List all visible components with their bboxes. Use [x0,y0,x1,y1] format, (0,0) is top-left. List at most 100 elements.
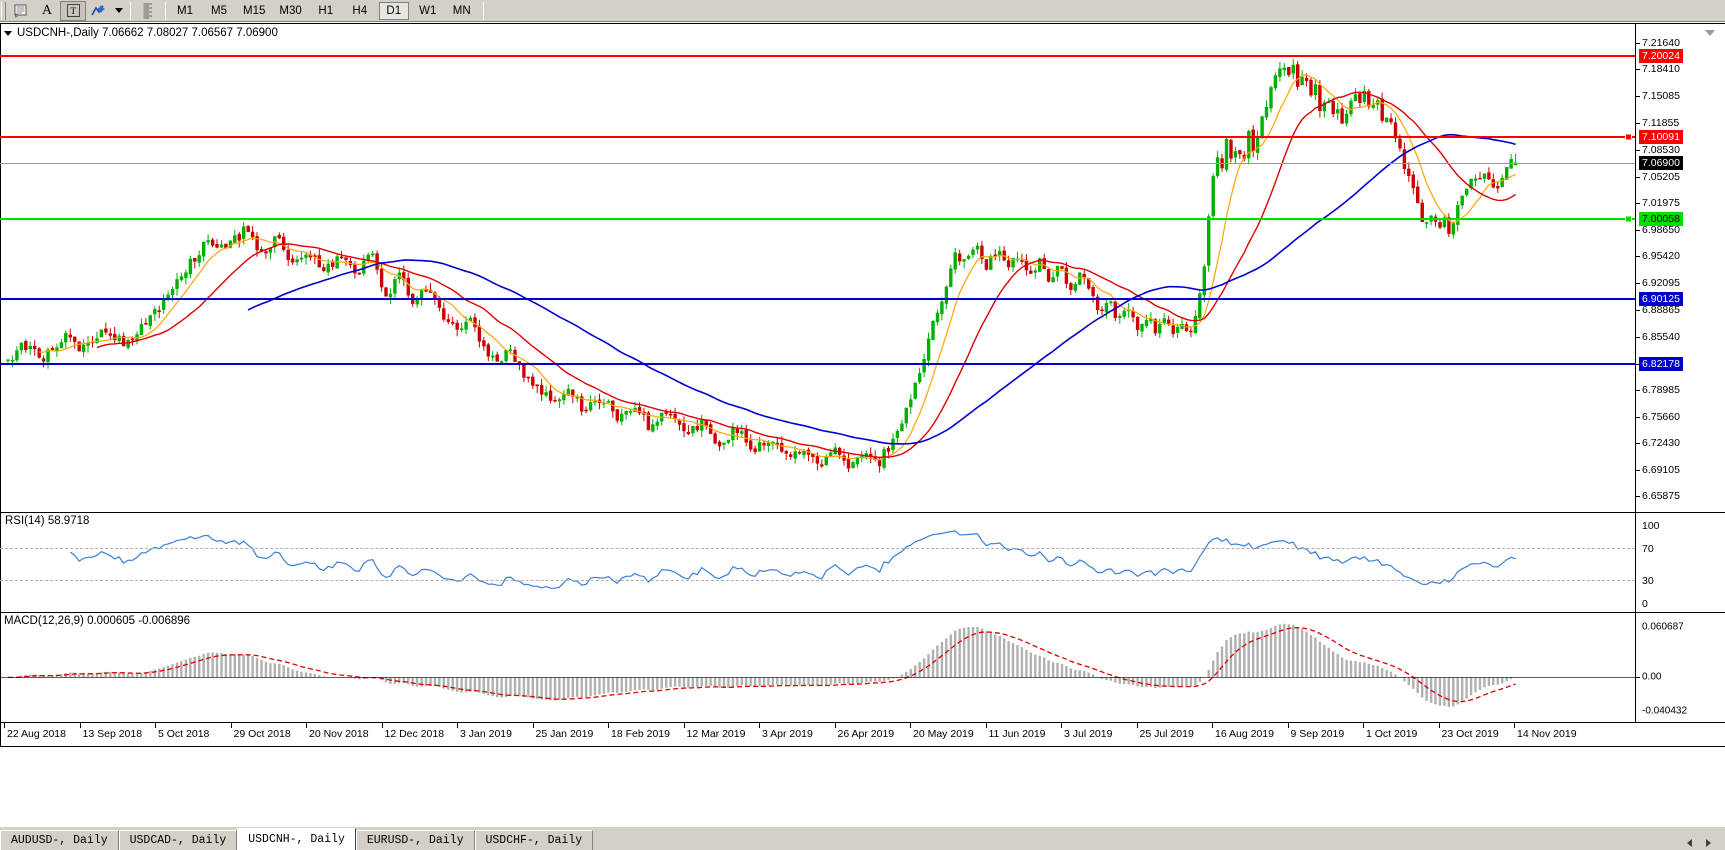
date-tick-mark [683,723,685,728]
date-tick-mark [834,723,836,728]
text-label-A-icon[interactable]: A [34,1,60,21]
date-tick-mark [457,723,458,728]
toolbar-separator-2 [165,1,166,20]
date-axis[interactable]: 22 Aug 2018 13 Sep 2018 5 Oct 2018 29 Oct 2… [0,723,1725,747]
timeframe-d1[interactable]: D1 [378,1,409,20]
price-candles [6,58,1518,473]
resistance-line-710091-handle[interactable] [1625,133,1632,141]
resistance-line-720024[interactable] [0,55,1635,58]
timeframe-w1[interactable]: W1 [419,4,437,17]
date-tick-mark [532,723,534,728]
timeframe-h4[interactable]: H4 [352,4,368,17]
tab-scroll-right-icon[interactable] [1706,839,1711,847]
price-badge-690125: 6.90125 [1639,292,1683,307]
timeframe-m1[interactable]: M1 [177,4,193,17]
date-tick-mark [1438,723,1440,728]
date-tick-mark [910,723,911,728]
price-tick-mark [1636,229,1640,231]
date-tick-2: 5 Oct 2018 [158,728,210,740]
price-tick-mark [1636,43,1640,45]
price-tick-mark [1636,470,1640,472]
support-line-700058[interactable] [0,217,1635,220]
price-pane[interactable]: USDCNH-,Daily 7.06662 7.08027 7.06567 7.… [0,23,1725,513]
macd-histogram [0,623,1635,707]
price-tick-698650: 6.98650 [1642,223,1680,236]
date-tick-15: 25 Jul 2019 [1139,728,1194,740]
price-badge-710091: 7.10091 [1639,129,1683,144]
toolbar-grip[interactable] [1,1,6,20]
svg-text:F: F [15,14,18,18]
support-line-682178[interactable] [0,362,1635,365]
chart-tab-eurusd[interactable]: EURUSD-, Daily [355,830,475,850]
chart-tab-audusd[interactable]: AUDUSD-, Daily [0,830,119,850]
main-toolbar: F A T M1 M5 M15 M30 H1 H4 D1 W1 MN [0,0,1725,22]
date-tick-mark [1287,723,1289,728]
current-price-line[interactable] [0,162,1635,164]
support-line-690125[interactable] [0,298,1635,301]
timeframe-m30[interactable]: M30 [279,4,302,17]
timeframe-group: M1 M5 M15 M30 H1 H4 D1 W1 MN [170,1,477,20]
macd-tick-000: 0.00 [1642,671,1662,683]
price-tick-669105: 6.69105 [1642,464,1680,477]
indicators-icon[interactable] [86,1,112,21]
chart-area[interactable]: USDCNH-,Daily 7.06662 7.08027 7.06567 7.… [0,23,1725,825]
svg-text:T: T [70,6,76,16]
price-tick-685540: 6.85540 [1642,330,1680,343]
date-tick-mark [1514,723,1515,728]
price-tick-mark [1636,309,1640,311]
date-tick-mark [985,723,987,728]
chart-tab-usdchf[interactable]: USDCHF-, Daily [474,830,594,850]
tab-scroll-left-icon[interactable] [1687,839,1692,847]
price-tick-mark [1636,202,1640,204]
price-tick-718410: 7.18410 [1642,63,1680,76]
price-tick-mark [1636,256,1640,258]
date-tick-mark [4,723,5,728]
price-tick-715085: 7.15085 [1642,90,1680,103]
timeframe-m15[interactable]: M15 [243,4,266,17]
macd-left-border [0,613,1,722]
rsi-line [69,530,1516,589]
rsi-pane[interactable]: RSI(14) 58.9718 100 70 30 0 [0,513,1725,613]
chevron-down-icon[interactable] [4,30,12,36]
price-tick-708530: 7.08530 [1642,143,1680,156]
price-tick-695420: 6.95420 [1642,250,1680,263]
periodicity-icon[interactable] [135,1,161,21]
timeframe-h1[interactable]: H1 [318,4,334,17]
date-tick-18: 1 Oct 2019 [1366,728,1418,740]
support-line-700058-handle[interactable] [1625,215,1632,223]
price-tick-mark [1636,69,1640,71]
new-order-icon[interactable]: F [8,1,34,21]
chart-tab-usdcad[interactable]: USDCAD-, Daily [118,830,238,850]
pane-collapse-icon[interactable] [1705,30,1715,36]
date-tick-mark [1212,723,1213,728]
price-axis[interactable]: 7.21640 7.18410 7.15085 7.11855 7.08530 7.052… [1635,24,1725,512]
date-tick-mark [1061,723,1062,728]
rsi-tick-70: 70 [1642,543,1654,556]
price-tick-678985: 6.78985 [1642,383,1680,396]
rsi-level-70 [0,548,1635,550]
date-tick-mark [230,723,232,728]
price-tick-mark [1636,336,1640,338]
macd-tick-0060687: 0.060687 [1642,621,1684,633]
rsi-level-30 [0,579,1635,581]
date-tick-mark [155,723,156,728]
date-tick-12: 20 May 2019 [913,728,974,740]
price-tick-mark [1636,149,1640,151]
price-badge-720024: 7.20024 [1639,49,1683,64]
dropdown-arrow-icon[interactable] [112,1,126,21]
timeframe-mn[interactable]: MN [452,4,471,17]
text-box-T-icon[interactable]: T [60,0,86,21]
chart-tab-usdcnh[interactable]: USDCNH-, Daily [237,828,356,850]
date-tick-16: 16 Aug 2019 [1215,728,1274,740]
date-tick-17: 9 Sep 2019 [1290,728,1345,740]
resistance-line-710091[interactable] [0,135,1635,138]
macd-pane[interactable]: MACD(12,26,9) 0.000605 -0.006896 0.06068… [0,613,1725,723]
timeframe-m5[interactable]: M5 [211,4,227,17]
price-tick-701975: 7.01975 [1642,196,1680,209]
chevron-down-icon [115,8,123,13]
price-tick-692095: 6.92095 [1642,277,1680,290]
price-tick-mark [1636,283,1640,285]
price-tick-711855: 7.11855 [1642,116,1680,129]
price-tick-675660: 6.75660 [1642,410,1680,423]
current-price-badge: 7.06900 [1639,155,1683,170]
